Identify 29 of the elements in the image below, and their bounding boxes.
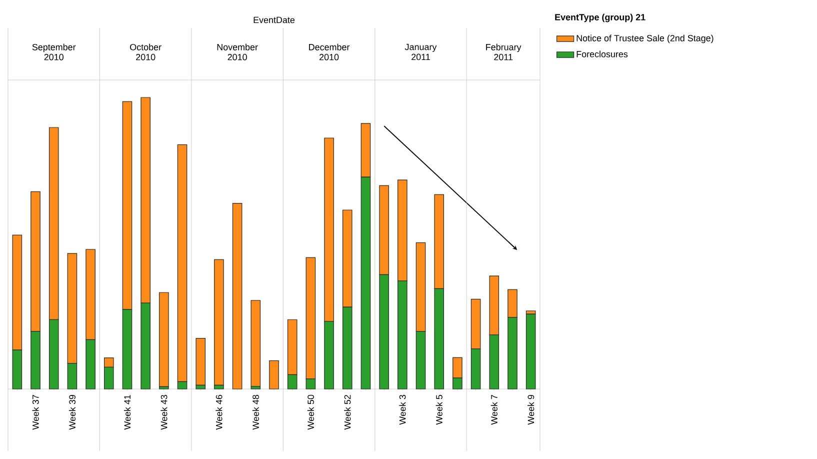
x-tick-label: Week 3 [399, 394, 406, 425]
bar [159, 292, 169, 387]
x-tick-label: Week 52 [344, 394, 351, 430]
x-tick-label: Week 48 [252, 394, 259, 430]
bar [526, 314, 536, 390]
text: December 2010 [309, 44, 350, 60]
bar [250, 300, 261, 387]
text: November 2010 [217, 44, 258, 60]
text: October 2010 [130, 44, 162, 60]
x-tick-label: Week 5 [436, 394, 442, 425]
chart-title: EventDate [254, 16, 295, 24]
legend-label: Notice of Trustee Sale (2nd Stage) [576, 34, 714, 44]
text: January 2011 [404, 44, 437, 60]
text: February 2011 [486, 44, 522, 60]
x-tick-label: Week 43 [160, 394, 168, 430]
legend-title: EventType (group) 21 [555, 14, 646, 22]
legend-label: Foreclosures [576, 50, 628, 58]
bar [196, 338, 206, 386]
bar [232, 203, 242, 390]
bar [214, 259, 224, 386]
bar [269, 360, 279, 390]
x-tick-label: Week 46 [216, 394, 222, 430]
x-tick-label: Week 37 [32, 394, 39, 430]
x-tick-label: Week 9 [528, 394, 534, 425]
x-tick-label: Week 39 [68, 394, 76, 430]
x-tick-label: Week 41 [124, 394, 131, 430]
x-tick-label: Week 7 [490, 394, 498, 425]
text: September 2010 [32, 44, 76, 60]
x-tick-label: Week 50 [307, 394, 314, 430]
